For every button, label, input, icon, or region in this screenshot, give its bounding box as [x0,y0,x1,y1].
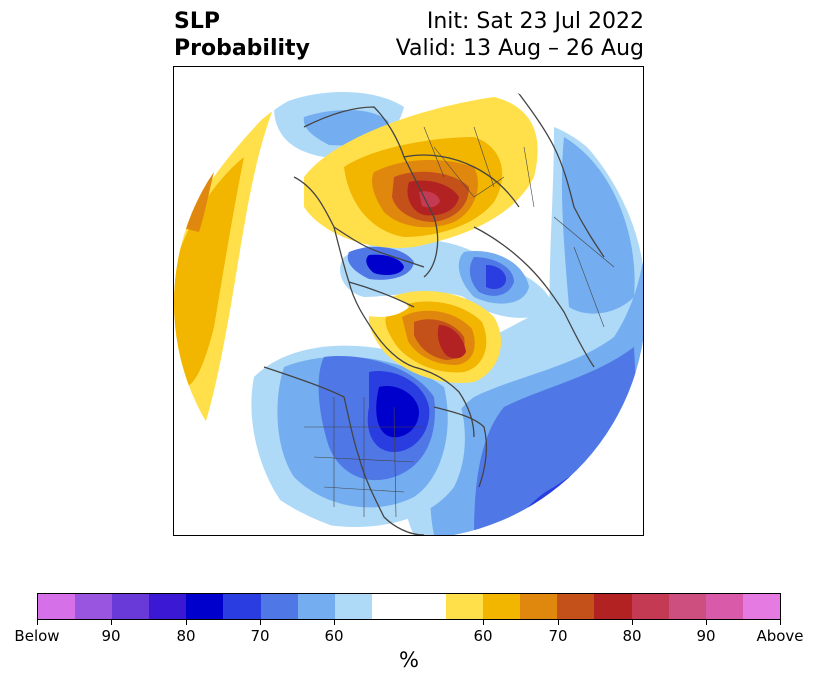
tick-label-above: Above [756,627,804,645]
tick-label: 60 [324,627,344,645]
political-borders [304,126,615,518]
tick-label: 90 [101,627,121,645]
colorbar-segment [668,594,706,619]
tick-label: 70 [548,627,568,645]
colorbar-segment [483,594,521,619]
tick-mark [706,620,707,625]
russia-above-85 [419,191,440,208]
tick-label: 90 [696,627,716,645]
colorbar-unit-label: % [399,648,419,672]
tick-label-below: Below [14,627,60,645]
tick-label: 80 [622,627,642,645]
colorbar-segment [557,594,595,619]
pacific-above-65 [174,157,244,387]
title-variable: SLP [174,9,220,34]
colorbar-segment [371,594,447,619]
tick-mark [632,620,633,625]
colorbar-segment [334,594,372,619]
colorbar-segment [75,594,113,619]
colorbar-segment [112,594,150,619]
tick-label: 70 [250,627,270,645]
colorbar-segment [297,594,335,619]
colorbar-segment [594,594,632,619]
map-frame [173,66,644,536]
tick-mark [780,620,781,625]
title-right: Init: Sat 23 Jul 2022 Valid: 13 Aug – 26… [396,8,644,62]
colorbar-segment [520,594,558,619]
probability-field [174,67,643,535]
tick-label: 60 [473,627,493,645]
colorbar [37,593,781,620]
greenland-above-80 [437,325,466,359]
beaufort-below-75 [366,254,404,275]
valid-range: Valid: 13 Aug – 26 Aug [395,36,644,61]
polar-map [174,67,643,535]
colorbar-segment [223,594,261,619]
colorbar-segment [38,594,76,619]
colorbar-segment [186,594,224,619]
svalbard-below-75 [486,265,507,289]
colorbar-segment [705,594,743,619]
coastlines [263,86,605,535]
europe-below-65 [561,137,635,314]
colorbar-segment [742,594,780,619]
colorbar-segment [631,594,669,619]
colorbar-segment [260,594,298,619]
tick-mark [111,620,112,625]
tick-mark [186,620,187,625]
tick-mark [483,620,484,625]
tick-label: 80 [176,627,196,645]
tick-mark [260,620,261,625]
colorbar-segment [149,594,187,619]
title-left: SLP Probability [174,8,310,62]
tick-mark [558,620,559,625]
colorbar-segment [446,594,484,619]
tick-mark [37,620,38,625]
tick-mark [334,620,335,625]
neutral-band [364,295,409,317]
init-date: Init: Sat 23 Jul 2022 [426,9,644,34]
namerica-below-80 [376,386,419,438]
title-type: Probability [174,36,310,61]
